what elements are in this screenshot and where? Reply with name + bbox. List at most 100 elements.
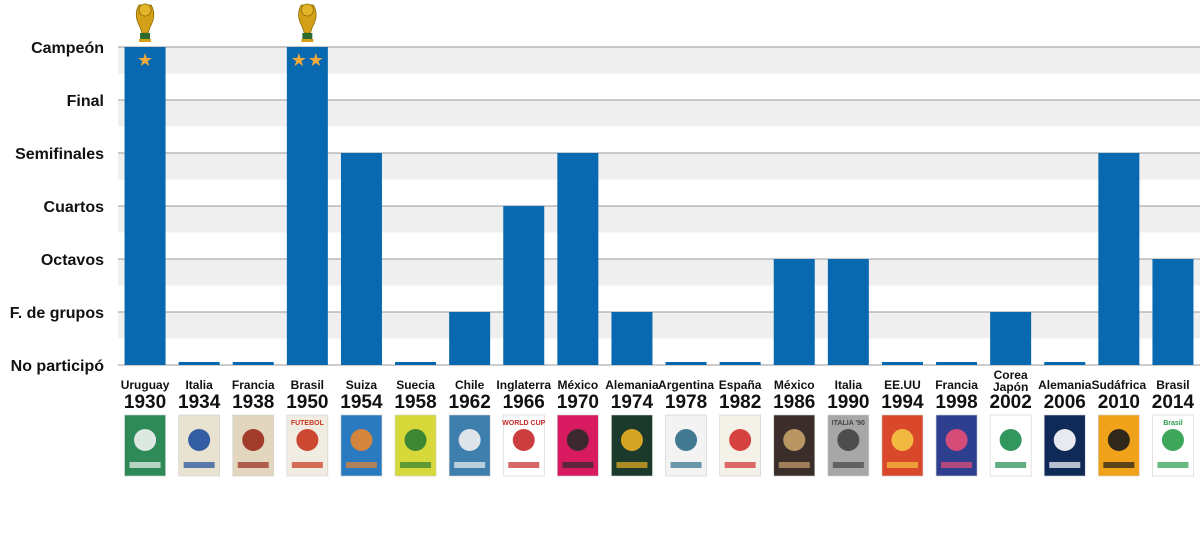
poster-image [1098,414,1140,477]
svg-text:FUTEBOL: FUTEBOL [291,420,325,427]
bar [990,312,1032,365]
x-year-label: 2014 [1152,392,1195,413]
x-host-label: Italia [185,378,213,392]
x-year-label: 1978 [665,392,707,413]
svg-text:WORLD CUP: WORLD CUP [502,420,545,427]
y-tick-label: Cuartos [44,199,105,216]
bar [719,362,761,365]
bar [1098,153,1140,365]
trophy-icon [298,3,317,42]
poster-image [232,414,275,477]
trophy-icon [135,3,155,42]
poster-image [557,414,599,477]
grid-band [118,312,1200,339]
poster-image [935,414,978,477]
x-year-label: 1930 [124,392,166,413]
x-host-label: Brasil [291,378,324,392]
bar [1044,362,1086,365]
x-host-label: España [719,378,762,392]
x-host-label: Francia [232,378,275,392]
svg-text:Brasil: Brasil [1163,420,1183,427]
y-tick-label: Octavos [41,252,104,269]
x-year-label: 2002 [990,392,1032,413]
poster-image: WORLD CUP [502,414,546,477]
bar [881,362,923,365]
x-host-label: México [558,378,599,392]
x-year-label: 1986 [773,392,815,413]
x-year-label: 1970 [557,392,599,413]
svg-text:ITALIA '90: ITALIA '90 [832,420,865,427]
x-host-label: México [774,378,815,392]
poster-image: Brasil [1152,414,1194,477]
x-year-label: 1958 [394,392,436,413]
bar [395,362,437,365]
x-host-label: EE.UU [884,378,921,392]
x-year-label: 1950 [286,392,328,413]
x-year-label: 1954 [340,392,383,413]
poster-image [340,414,383,477]
x-year-label: 1934 [178,392,221,413]
y-tick-label: F. de grupos [10,305,104,322]
bar [340,153,382,365]
grid-band [118,47,1200,74]
bar [611,312,653,365]
y-tick-label: Campeón [31,40,104,57]
bar [449,312,491,365]
poster-image: FUTEBOL [286,414,329,477]
x-host-label: Alemania [605,378,659,392]
x-host-label: Suecia [396,378,435,392]
x-year-label: 2006 [1044,392,1086,413]
x-host-label: Francia [935,378,978,392]
x-host-label: Argentina [658,378,714,392]
grid-band [118,259,1200,286]
x-year-label: 2010 [1098,392,1140,413]
x-host-label: Uruguay [121,378,170,392]
x-year-label: 1982 [719,392,761,413]
grid-band [118,100,1200,127]
poster-image [124,414,166,477]
poster-image [665,414,707,477]
poster-image [178,414,220,477]
x-host-label: Sudáfrica [1092,378,1147,392]
x-host-label: Chile [455,378,485,392]
x-host-label: Alemania [1038,378,1092,392]
bar [665,362,707,365]
x-year-label: 1962 [449,392,491,413]
poster-image [881,414,924,477]
bar [503,206,545,365]
x-year-label: 1966 [503,392,545,413]
x-host-label: Japón [993,380,1028,394]
grid-band [118,206,1200,233]
x-year-label: 1974 [611,392,654,413]
x-host-label: Corea [994,368,1028,382]
bar [773,259,815,365]
x-host-label: Inglaterra [496,378,551,392]
x-year-label: 1994 [881,392,924,413]
poster-image [719,414,761,477]
poster-image [989,414,1032,477]
y-tick-label: No participó [11,358,105,375]
poster-image [611,414,653,477]
bar [178,362,220,365]
poster-image: ITALIA '90 [827,414,870,477]
bar [827,259,869,365]
x-host-label: Suiza [346,378,378,392]
bar [936,362,978,365]
star-icon: ★ [291,50,307,70]
poster-image [448,414,491,477]
x-year-label: 1990 [827,392,869,413]
x-host-label: Brasil [1156,378,1189,392]
x-year-label: 1998 [935,392,977,413]
bar [124,47,166,365]
poster-image [394,414,437,477]
bar [232,362,274,365]
y-tick-label: Final [67,93,104,110]
star-icon: ★ [137,50,153,70]
y-tick-label: Semifinales [15,146,104,163]
poster-image [773,414,816,477]
grid-band [118,153,1200,180]
poster-image [1043,414,1086,477]
bar [286,47,328,365]
